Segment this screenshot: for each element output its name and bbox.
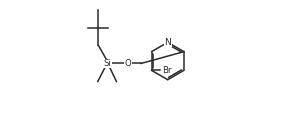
Text: Si: Si [103, 59, 111, 68]
Text: N: N [164, 38, 171, 47]
Text: Br: Br [163, 66, 172, 75]
Text: O: O [124, 59, 131, 68]
